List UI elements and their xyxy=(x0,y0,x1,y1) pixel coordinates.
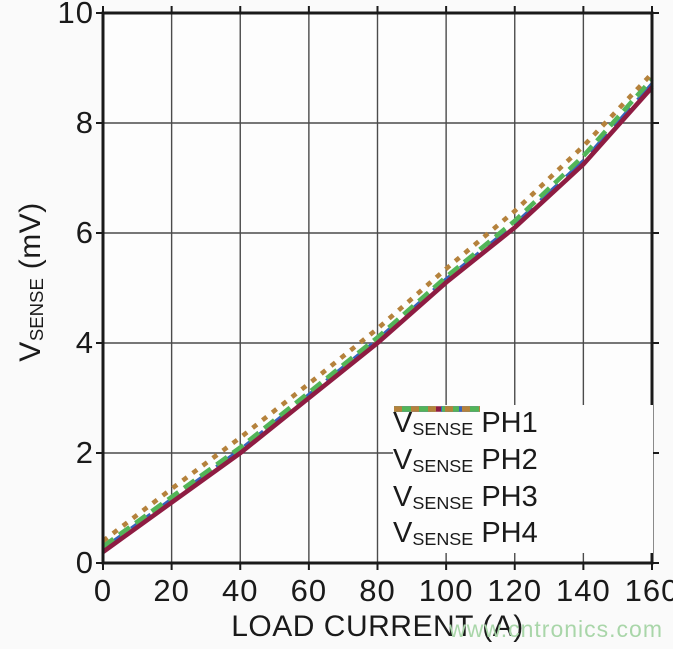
x-tick-label: 80 xyxy=(359,573,396,608)
y-tick-label: 2 xyxy=(75,435,94,470)
x-axis-title: LOAD CURRENT (A) xyxy=(231,610,524,643)
x-tick-label: 0 xyxy=(93,573,113,608)
legend-item-ph4: VSENSE PH4 xyxy=(393,406,653,551)
y-tick-label: 10 xyxy=(57,0,94,30)
legend-label: VSENSE PH4 xyxy=(393,517,538,550)
legend-box: VSENSE PH1 VSENSE PH2 VSENSE PH3 VSENSE PH4 xyxy=(393,405,653,553)
x-tick-label: 100 xyxy=(418,573,474,608)
legend-line-swatch xyxy=(394,406,480,412)
y-axis-title-suffix: (mV) xyxy=(13,202,47,279)
legend-line-swatch xyxy=(394,406,480,412)
series-line-ph4 xyxy=(101,71,654,543)
legend-item-ph3: VSENSE PH3 xyxy=(393,406,653,514)
series-line-ph3 xyxy=(101,77,654,549)
legend-label: VSENSE PH2 xyxy=(393,444,538,477)
legend-item-ph2: VSENSE PH2 xyxy=(393,406,653,478)
y-tick-label: 6 xyxy=(75,215,94,250)
legend-label: VSENSE PH3 xyxy=(393,480,538,513)
y-tick-label: 0 xyxy=(75,545,94,580)
plot-area: VSENSE PH1 VSENSE PH2 VSENSE PH3 VSENSE PH4 xyxy=(96,6,659,570)
x-tick-label: 140 xyxy=(556,573,611,608)
chart-canvas xyxy=(96,6,659,570)
x-tick-label: 60 xyxy=(290,573,328,608)
x-tick-label: 120 xyxy=(487,573,543,608)
plot-border xyxy=(101,11,654,565)
legend-item-ph1: VSENSE PH1 xyxy=(393,406,653,441)
series-line-ph1 xyxy=(101,85,654,554)
y-axis-title: VSENSE (mV) xyxy=(14,202,48,361)
watermark-text: www.cntronics.com xyxy=(449,616,663,642)
x-tick-label: 160 xyxy=(624,573,673,608)
x-tick-label: 20 xyxy=(153,573,190,608)
axis-tick-marks xyxy=(96,6,659,570)
x-tick-label: 40 xyxy=(222,573,259,608)
y-axis-title-prefix: V xyxy=(13,341,47,362)
legend-label: VSENSE PH1 xyxy=(393,407,538,440)
y-axis-title-subscript: SENSE xyxy=(26,278,48,342)
y-tick-label: 4 xyxy=(75,325,94,360)
y-tick-label: 8 xyxy=(75,105,94,140)
